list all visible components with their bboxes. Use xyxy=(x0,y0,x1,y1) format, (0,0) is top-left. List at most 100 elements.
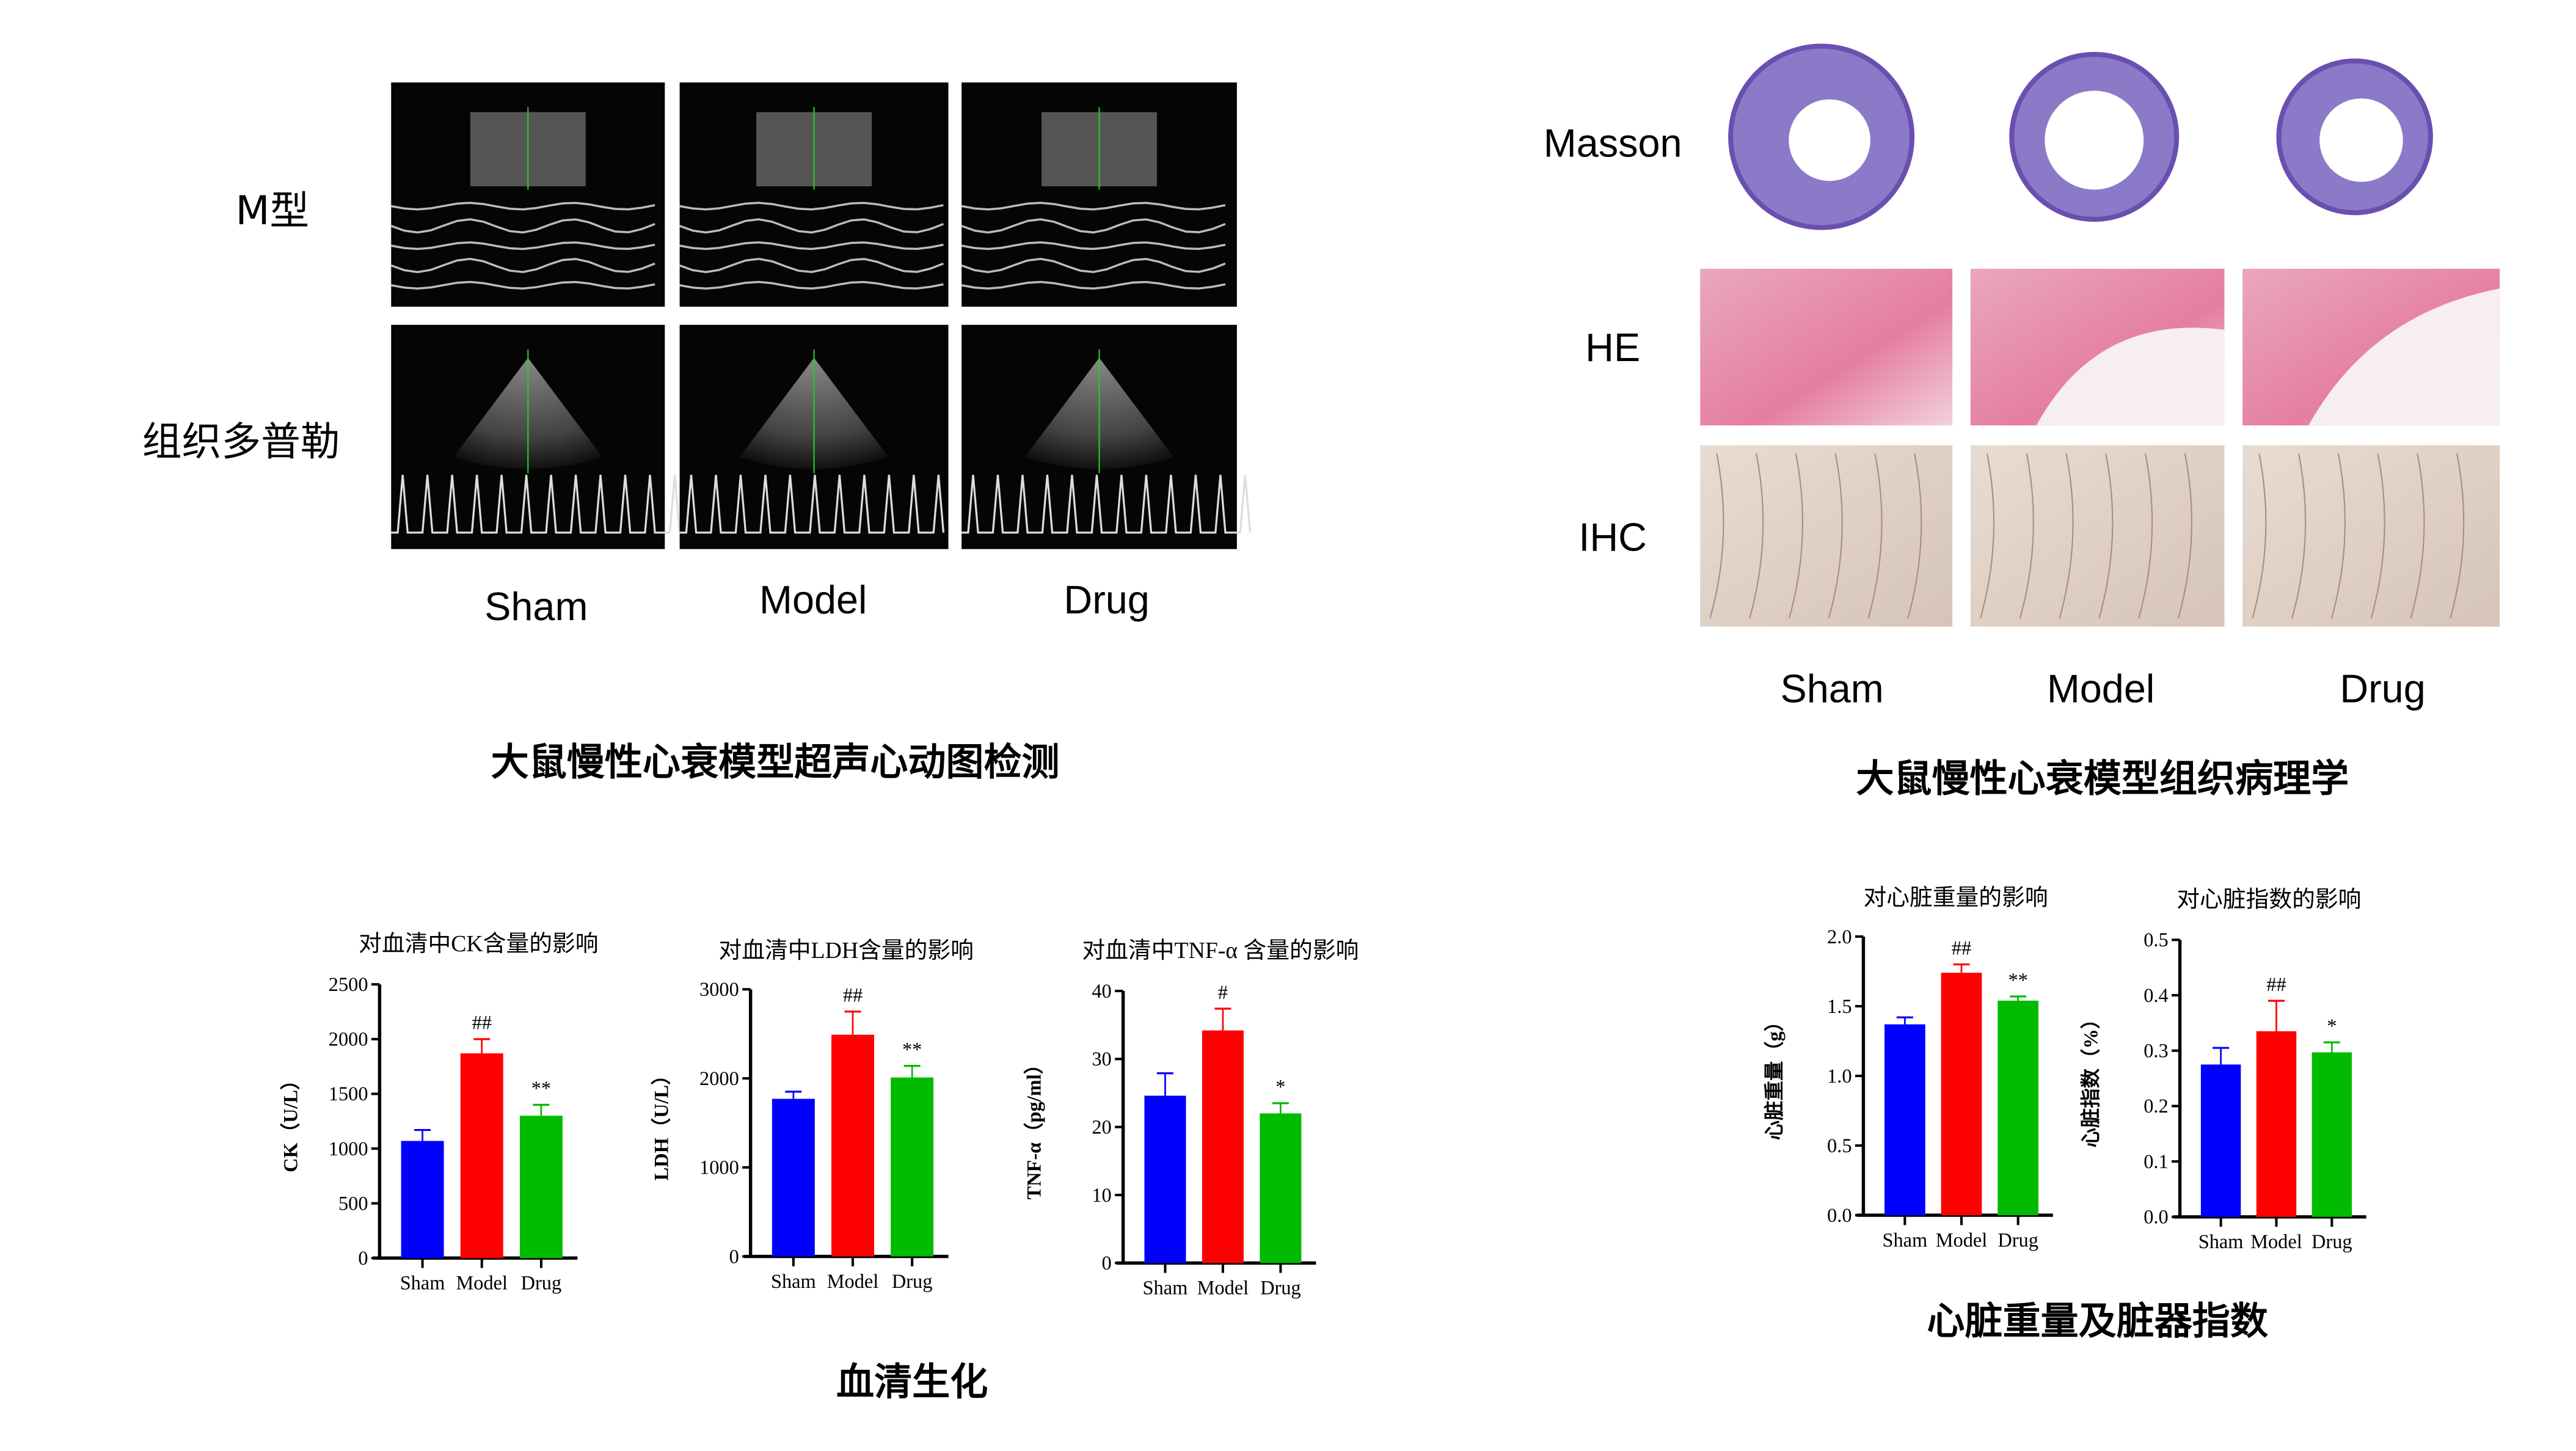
histo-group-label-drug: Drug xyxy=(2340,667,2425,711)
doppler-image-drug xyxy=(961,324,1252,549)
mmode-image-sham xyxy=(390,82,665,307)
bar-model xyxy=(2256,1031,2297,1217)
chart-title: 对心脏指数的影响 xyxy=(2176,886,2361,912)
bar-model xyxy=(1202,1030,1244,1263)
histo-row-label-ihc: IHC xyxy=(1578,514,1647,559)
bar-chart-2: 对血清中LDH含量的影响 0 1000 2000 3000 LDH（U/L） Sham Mod… xyxy=(651,938,974,1293)
ihc-image-drug xyxy=(2242,445,2500,627)
y-tick-label: 2.0 xyxy=(1827,926,1852,948)
y-tick-label: 0.5 xyxy=(1827,1135,1852,1157)
y-tick-label: 10 xyxy=(1092,1185,1111,1207)
y-axis-label: CK（U/L） xyxy=(279,1070,302,1172)
x-tick-label: Sham xyxy=(2198,1231,2244,1253)
x-tick-label: Sham xyxy=(1882,1229,1927,1251)
y-tick-label: 2500 xyxy=(329,974,368,996)
significance-mark: ## xyxy=(2266,974,2286,996)
echo-panel: M型 组织多普勒 Sham Model Drug 大鼠慢性心衰模型超声心动图检测 xyxy=(142,82,1252,784)
y-tick-label: 20 xyxy=(1092,1116,1111,1138)
y-tick-label: 0 xyxy=(729,1246,739,1268)
x-tick-label: Model xyxy=(1936,1229,1988,1251)
he-image-sham xyxy=(1700,268,1953,426)
echo-group-label-model: Model xyxy=(759,577,867,622)
x-tick-label: Model xyxy=(1197,1277,1249,1299)
x-tick-label: Sham xyxy=(771,1271,816,1293)
bar-drug xyxy=(891,1077,934,1257)
bar-drug xyxy=(519,1116,563,1259)
masson-image-model xyxy=(2009,52,2180,222)
histology-panel: Masson HE IHC Sham Model Drug 大鼠慢性心衰模型组织… xyxy=(1544,43,2500,800)
y-tick-label: 1000 xyxy=(699,1157,739,1179)
y-axis-label: 心脏重量（g） xyxy=(1763,1012,1786,1140)
y-tick-label: 0.5 xyxy=(2144,929,2168,951)
echo-row-label-mmode: M型 xyxy=(236,188,310,234)
y-tick-label: 0 xyxy=(358,1248,368,1270)
he-image-model xyxy=(1970,268,2225,426)
x-tick-label: Sham xyxy=(400,1273,445,1295)
x-tick-label: Drug xyxy=(892,1271,933,1293)
x-tick-label: Drug xyxy=(1998,1229,2038,1251)
bar-sham xyxy=(1884,1024,1925,1216)
echo-group-label-sham: Sham xyxy=(484,584,588,629)
x-tick-label: Sham xyxy=(1143,1277,1188,1299)
echo-row-label-doppler: 组织多普勒 xyxy=(142,419,340,465)
x-tick-label: Drug xyxy=(1260,1277,1301,1299)
y-tick-label: 1500 xyxy=(329,1083,368,1105)
bar-sham xyxy=(772,1098,815,1257)
significance-mark: ** xyxy=(902,1039,922,1061)
masson-image-drug xyxy=(2276,58,2433,216)
charts: 对血清中CK含量的影响 0 500 1000 1500 20 0 0 2500 CK（U/L） Sh… xyxy=(279,885,2366,1299)
mmode-image-drug xyxy=(961,82,1237,307)
bar-model xyxy=(1941,973,1982,1216)
y-tick-label: 1000 xyxy=(329,1138,368,1160)
histo-group-label-sham: Sham xyxy=(1781,667,1884,711)
histo-row-label-masson: Masson xyxy=(1544,120,1682,165)
doppler-image-model xyxy=(679,324,949,549)
bar-sham xyxy=(2200,1064,2241,1217)
y-tick-label: 500 xyxy=(338,1193,368,1215)
chart-title: 对心脏重量的影响 xyxy=(1863,885,2048,911)
chart-title: 对血清中CK含量的影响 xyxy=(359,931,598,957)
chart-title: 对血清中TNF-α 含量的影响 xyxy=(1082,938,1359,963)
histo-row-label-he: HE xyxy=(1585,325,1640,370)
bar-chart-4: 对心脏重量的影响 0.0 0.5 1.0 1.5 2.0 心脏重量（g） Sham Model #… xyxy=(1763,885,2053,1251)
ihc-image-model xyxy=(1970,445,2225,627)
bar-drug xyxy=(2311,1052,2352,1217)
echo-title: 大鼠慢性心衰模型超声心动图检测 xyxy=(491,739,1060,784)
y-tick-label: 30 xyxy=(1092,1048,1111,1070)
masson-image-sham xyxy=(1728,43,1915,230)
bar-model xyxy=(460,1053,503,1259)
serum-title: 血清生化 xyxy=(836,1359,988,1404)
chart-title: 对血清中LDH含量的影响 xyxy=(718,938,974,963)
he-image-drug xyxy=(2242,268,2500,426)
y-tick-label: 1.5 xyxy=(1827,996,1852,1018)
significance-mark: ## xyxy=(843,985,863,1007)
ihc-image-sham xyxy=(1700,445,1953,627)
histo-group-label-model: Model xyxy=(2047,667,2155,711)
x-tick-label: Model xyxy=(2250,1231,2302,1253)
significance-mark: ** xyxy=(2008,970,2027,992)
y-axis-label: LDH（U/L） xyxy=(651,1065,673,1180)
y-tick-label: 0.2 xyxy=(2144,1095,2168,1117)
y-tick-label: 0.0 xyxy=(1827,1205,1852,1227)
y-tick-label: 0.0 xyxy=(2144,1207,2168,1229)
bar-drug xyxy=(1260,1113,1302,1263)
heart-title: 心脏重量及脏器指数 xyxy=(1927,1298,2268,1343)
doppler-image-sham xyxy=(391,324,681,549)
echo-group-label-drug: Drug xyxy=(1064,577,1149,622)
significance-mark: # xyxy=(1218,982,1228,1004)
y-tick-label: 0.4 xyxy=(2144,985,2168,1007)
x-tick-label: Drug xyxy=(2311,1231,2352,1253)
bar-chart-3: 对血清中TNF-α 含量的影响 0 10 20 30 40 TNF-α（pg/ml） Sham… xyxy=(1023,938,1359,1299)
bar-drug xyxy=(1998,1000,2039,1216)
significance-mark: ** xyxy=(531,1078,551,1100)
bar-chart-1: 对血清中CK含量的影响 0 500 1000 1500 2000 2500 CK（U/L） Sh… xyxy=(279,931,598,1294)
y-axis-label: 心脏指数（%） xyxy=(2080,1009,2103,1148)
y-tick-label: 0 xyxy=(1102,1252,1112,1274)
bar-model xyxy=(831,1034,874,1257)
histology-title: 大鼠慢性心衰模型组织病理学 xyxy=(1856,756,2349,800)
x-tick-label: Model xyxy=(456,1273,508,1295)
y-tick-label: 40 xyxy=(1092,981,1111,1003)
y-axis-label: TNF-α（pg/ml） xyxy=(1023,1054,1046,1200)
significance-mark: ## xyxy=(1952,937,1971,959)
